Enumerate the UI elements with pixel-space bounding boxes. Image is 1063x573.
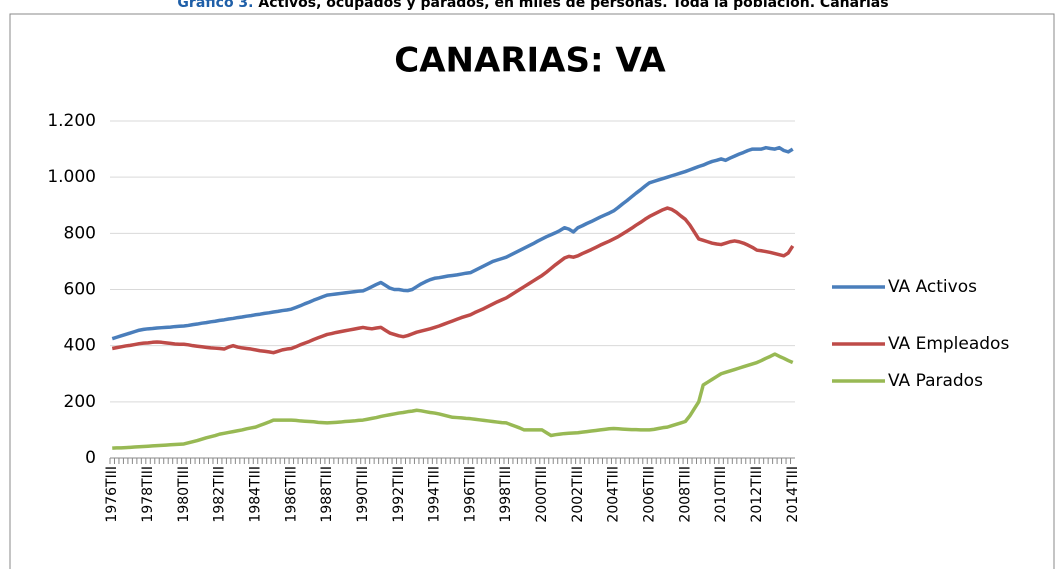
x-tick-label: 1984TIII [248, 466, 264, 523]
x-tick-label: 1992TIII [391, 466, 407, 523]
y-tick-label: 0 [85, 448, 96, 468]
line-series [111, 145, 794, 341]
legend-label: VA Empleados [888, 334, 1009, 354]
legend-label: VA Activos [888, 277, 977, 297]
line-series [111, 206, 795, 355]
x-tick-label: 1990TIII [355, 466, 371, 523]
x-tick-label: 1998TIII [498, 466, 514, 523]
x-tick-label: 2000TIII [534, 466, 550, 523]
y-tick-label: 400 [64, 336, 96, 356]
x-tick-label: 2012TIII [749, 466, 765, 523]
x-tick-label: 1988TIII [319, 466, 335, 523]
x-tick-label: 2010TIII [713, 466, 729, 523]
x-tick-label: 1982TIII [212, 466, 228, 523]
x-tick-label: 1976TIII [104, 466, 120, 523]
y-tick-label: 600 [64, 280, 96, 300]
caption-label: Gráfico 3. [177, 0, 253, 11]
x-tick-label: 1986TIII [283, 466, 299, 523]
x-tick-label: 2008TIII [677, 466, 693, 523]
chart-frame [9, 13, 1055, 573]
legend-label: VA Parados [888, 371, 983, 391]
y-tick-label: 1.200 [47, 111, 96, 131]
x-tick-label: 2006TIII [641, 466, 657, 523]
x-tick-label: 1996TIII [462, 466, 478, 523]
x-tick-label: 2014TIII [785, 466, 801, 523]
x-tick-label: 1978TIII [140, 466, 156, 523]
x-tick-label: 1980TIII [176, 466, 192, 523]
caption-text: Activos, ocupados y parados, en miles de… [258, 0, 888, 11]
line-series [112, 352, 794, 450]
y-tick-label: 1.000 [47, 167, 96, 187]
x-tick-label: 1994TIII [427, 466, 443, 523]
chart-title: CANARIAS: VA [394, 41, 666, 81]
x-tick-label: 2002TIII [570, 466, 586, 523]
caption: Gráfico 3. Activos, ocupados y parados, … [177, 0, 888, 11]
x-tick-label: 2004TIII [606, 466, 622, 523]
y-tick-label: 800 [64, 223, 96, 243]
y-tick-label: 200 [64, 392, 96, 412]
